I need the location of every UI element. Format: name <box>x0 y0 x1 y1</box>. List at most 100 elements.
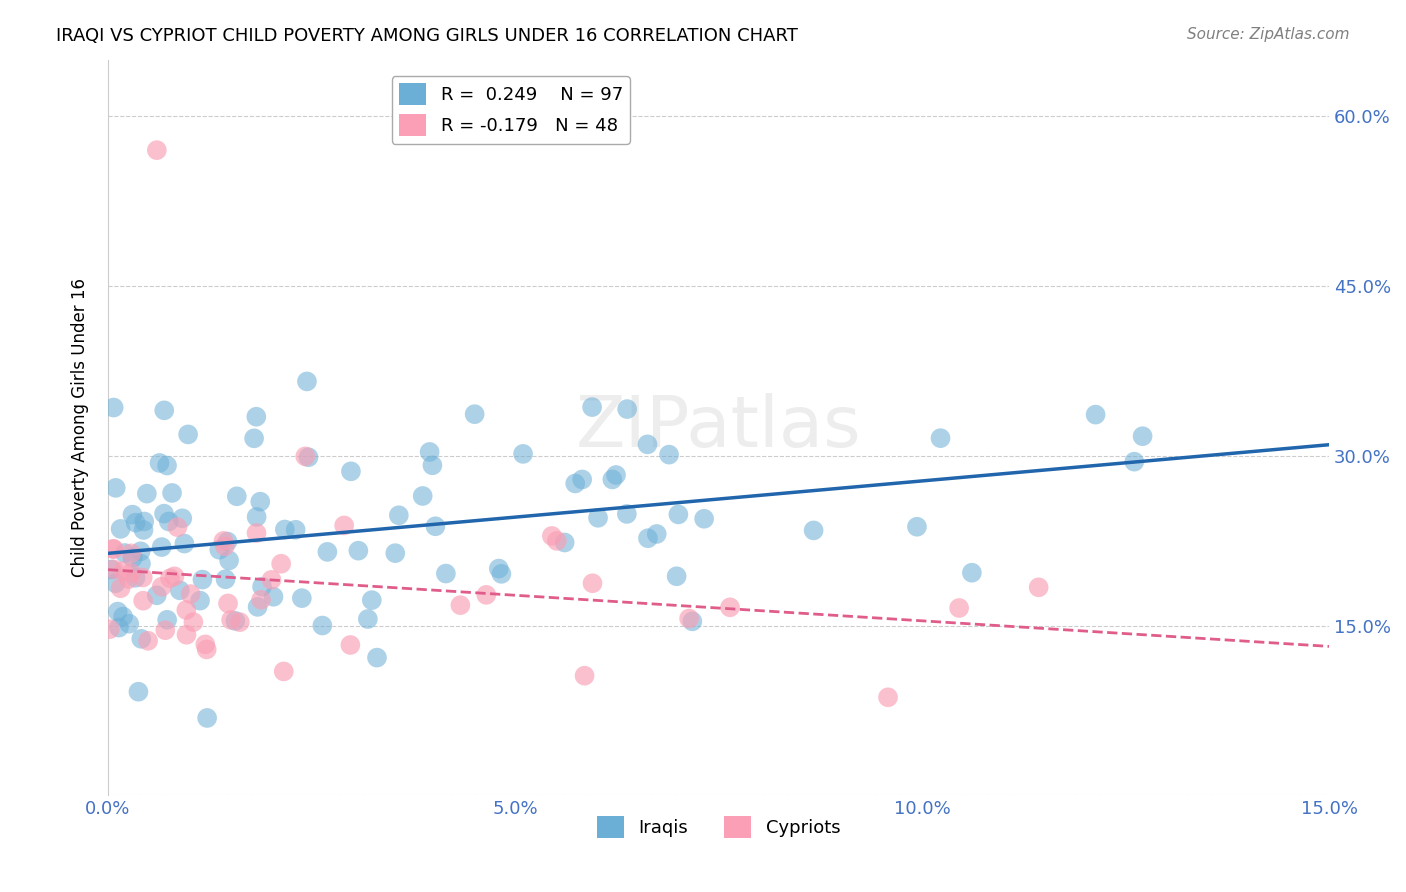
Cypriots <box>166 520 188 534</box>
Cypriots <box>273 665 295 679</box>
Iraqis <box>384 546 406 560</box>
Cypriots <box>214 539 236 553</box>
Cypriots <box>250 592 273 607</box>
Iraqis <box>284 523 307 537</box>
Iraqis <box>665 569 688 583</box>
Iraqis <box>124 571 146 585</box>
Iraqis <box>422 458 444 473</box>
Iraqis <box>112 609 135 624</box>
Cypriots <box>260 573 283 587</box>
Iraqis <box>114 546 136 560</box>
Cypriots <box>159 571 181 585</box>
Iraqis <box>124 516 146 530</box>
Iraqis <box>214 572 236 586</box>
Iraqis <box>412 489 434 503</box>
Iraqis <box>156 458 179 473</box>
Text: IRAQI VS CYPRIOT CHILD POVERTY AMONG GIRLS UNDER 16 CORRELATION CHART: IRAQI VS CYPRIOT CHILD POVERTY AMONG GIR… <box>56 27 799 45</box>
Cypriots <box>98 622 121 636</box>
Iraqis <box>434 566 457 581</box>
Iraqis <box>135 486 157 500</box>
Iraqis <box>554 535 576 549</box>
Iraqis <box>357 612 380 626</box>
Iraqis <box>666 508 689 522</box>
Iraqis <box>366 650 388 665</box>
Iraqis <box>243 431 266 445</box>
Cypriots <box>546 533 568 548</box>
Y-axis label: Child Poverty Among Girls Under 16: Child Poverty Among Girls Under 16 <box>72 278 89 577</box>
Iraqis <box>905 520 928 534</box>
Iraqis <box>564 476 586 491</box>
Iraqis <box>1132 429 1154 443</box>
Cypriots <box>718 600 741 615</box>
Iraqis <box>129 632 152 646</box>
Cypriots <box>110 581 132 595</box>
Cypriots <box>163 569 186 583</box>
Iraqis <box>148 456 170 470</box>
Cypriots <box>183 615 205 629</box>
Cypriots <box>150 580 173 594</box>
Cypriots <box>120 566 142 580</box>
Iraqis <box>291 591 314 606</box>
Iraqis <box>134 515 156 529</box>
Iraqis <box>616 402 638 417</box>
Iraqis <box>311 618 333 632</box>
Iraqis <box>297 450 319 465</box>
Legend: Iraqis, Cypriots: Iraqis, Cypriots <box>589 809 848 846</box>
Iraqis <box>616 507 638 521</box>
Iraqis <box>602 472 624 486</box>
Cypriots <box>475 588 498 602</box>
Iraqis <box>571 472 593 486</box>
Iraqis <box>340 464 363 478</box>
Iraqis <box>156 613 179 627</box>
Iraqis <box>177 427 200 442</box>
Iraqis <box>681 615 703 629</box>
Iraqis <box>249 494 271 508</box>
Cypriots <box>103 542 125 557</box>
Cypriots <box>581 576 603 591</box>
Iraqis <box>217 534 239 549</box>
Iraqis <box>581 400 603 414</box>
Iraqis <box>218 553 240 567</box>
Iraqis <box>191 573 214 587</box>
Iraqis <box>104 481 127 495</box>
Cypriots <box>574 669 596 683</box>
Iraqis <box>160 486 183 500</box>
Iraqis <box>153 507 176 521</box>
Cypriots <box>176 628 198 642</box>
Iraqis <box>104 576 127 591</box>
Cypriots <box>339 638 361 652</box>
Text: Source: ZipAtlas.com: Source: ZipAtlas.com <box>1187 27 1350 42</box>
Cypriots <box>132 593 155 607</box>
Iraqis <box>295 375 318 389</box>
Iraqis <box>121 508 143 522</box>
Text: ZIPatlas: ZIPatlas <box>575 393 862 462</box>
Cypriots <box>217 596 239 610</box>
Iraqis <box>419 445 441 459</box>
Iraqis <box>246 509 269 524</box>
Cypriots <box>1028 580 1050 594</box>
Cypriots <box>294 450 316 464</box>
Iraqis <box>172 511 194 525</box>
Iraqis <box>347 543 370 558</box>
Iraqis <box>488 561 510 575</box>
Cypriots <box>103 562 125 576</box>
Cypriots <box>948 601 970 615</box>
Cypriots <box>678 611 700 625</box>
Cypriots <box>118 572 141 586</box>
Iraqis <box>110 522 132 536</box>
Cypriots <box>146 143 169 157</box>
Iraqis <box>157 515 180 529</box>
Cypriots <box>877 690 900 705</box>
Iraqis <box>605 468 627 483</box>
Iraqis <box>960 566 983 580</box>
Cypriots <box>212 533 235 548</box>
Iraqis <box>118 616 141 631</box>
Iraqis <box>129 544 152 558</box>
Iraqis <box>263 590 285 604</box>
Iraqis <box>637 531 659 545</box>
Iraqis <box>121 551 143 566</box>
Iraqis <box>803 524 825 538</box>
Cypriots <box>180 587 202 601</box>
Iraqis <box>693 512 716 526</box>
Cypriots <box>101 541 124 556</box>
